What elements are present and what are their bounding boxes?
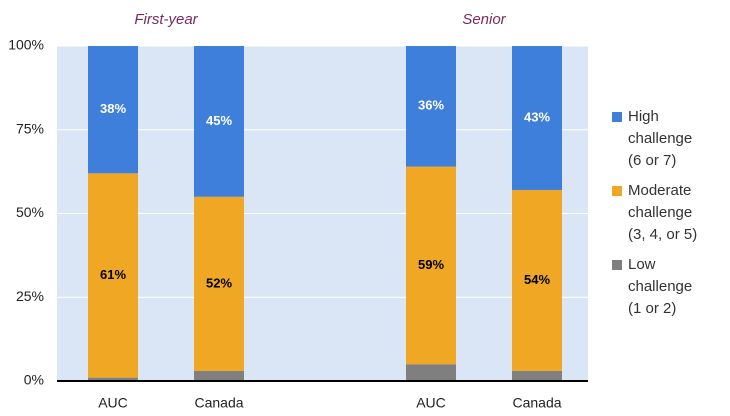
legend-label: Moderate challenge (3, 4, or 5) — [628, 182, 698, 243]
y-tick-label: 100% — [8, 37, 44, 53]
bar-segment — [88, 173, 138, 378]
bar-segment — [194, 46, 244, 197]
legend-swatch — [612, 260, 622, 270]
bar-segment — [512, 370, 562, 381]
bar-segment — [512, 46, 562, 191]
data-label: 61% — [100, 267, 126, 282]
y-tick-label: 50% — [16, 204, 44, 220]
bar-segment — [194, 370, 244, 381]
x-tick-label: Canada — [194, 395, 243, 411]
y-tick-label: 25% — [16, 288, 44, 304]
chart: 0% 25% 50% 75% 100% First-year Senior AUC 61% 38%… — [8, 11, 588, 411]
data-label: 54% — [524, 272, 550, 287]
y-tick-label: 0% — [24, 372, 44, 388]
legend-item: High challenge (6 or 7) — [612, 106, 708, 172]
y-tick-label: 75% — [16, 120, 44, 136]
x-tick-label: Canada — [512, 395, 561, 411]
legend-label: High challenge (6 or 7) — [628, 108, 693, 169]
bar-segment — [406, 46, 456, 167]
data-label: 38% — [100, 101, 126, 116]
legend-item: Moderate challenge (3, 4, or 5) — [612, 180, 708, 246]
legend-swatch — [612, 186, 622, 196]
data-label: 52% — [206, 275, 232, 290]
bar-segment — [512, 190, 562, 371]
legend-label: Low challenge (1 or 2) — [628, 256, 693, 317]
data-label: 45% — [206, 113, 232, 128]
bar-segment — [88, 46, 138, 174]
legend: High challenge (6 or 7) Moderate challeng… — [612, 106, 708, 328]
bar-segment — [88, 377, 138, 381]
bar-segment — [194, 196, 244, 371]
data-label: 59% — [418, 257, 444, 272]
legend-item: Low challenge (1 or 2) — [612, 254, 708, 320]
bar-segment — [406, 166, 456, 365]
group-label: First-year — [134, 11, 198, 28]
data-label: 36% — [418, 98, 444, 113]
x-tick-label: AUC — [98, 395, 128, 411]
x-tick-label: AUC — [416, 395, 446, 411]
group-label: Senior — [462, 11, 506, 28]
legend-swatch — [612, 112, 622, 122]
bar-segment — [406, 364, 456, 381]
data-label: 43% — [524, 109, 550, 124]
